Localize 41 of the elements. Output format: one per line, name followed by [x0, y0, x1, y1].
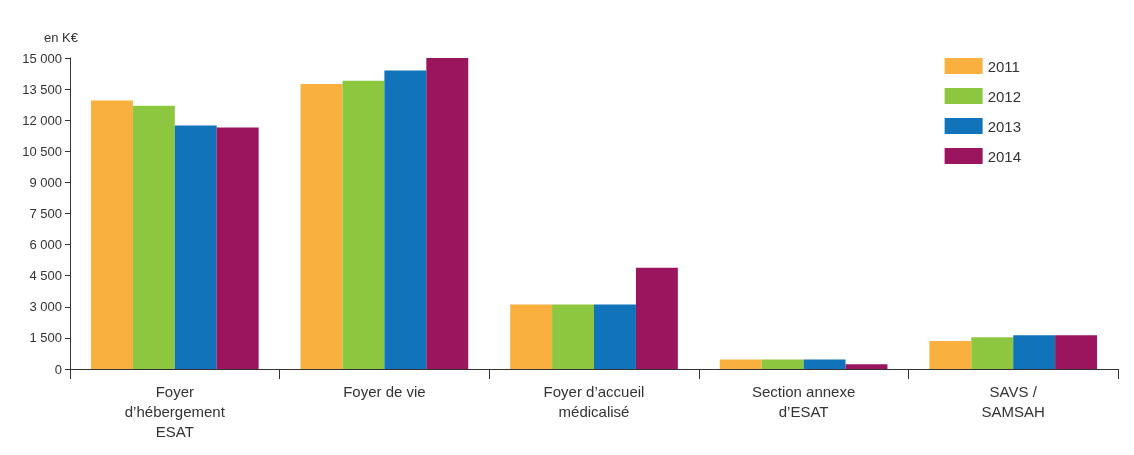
- bar: [90, 100, 133, 369]
- bar: [761, 359, 804, 369]
- bar: [552, 304, 594, 369]
- bar: [803, 359, 846, 369]
- y-tick-label: 7 500: [29, 206, 62, 221]
- x-tick-label: SAVS / SAMSAH: [981, 382, 1045, 420]
- y-tick-label: 1 500: [29, 330, 62, 346]
- x-tick-label: Foyer de vie: [343, 382, 426, 400]
- legend-label: 2013: [987, 117, 1022, 135]
- bar: [426, 58, 469, 369]
- bar: [510, 304, 553, 369]
- bar: [216, 127, 259, 369]
- legend-label: 2014: [987, 147, 1022, 165]
- bar: [174, 125, 217, 369]
- x-tick-label: Section annexe d’ESAT: [751, 382, 856, 420]
- bar: [845, 364, 888, 369]
- bar: [1055, 335, 1098, 369]
- bar: [132, 105, 175, 369]
- y-tick-label: 0: [54, 361, 62, 377]
- y-tick-label: 3 000: [29, 299, 62, 315]
- y-tick-label: 4 500: [29, 268, 62, 284]
- legend-label: 2011: [987, 57, 1020, 75]
- bar: [971, 337, 1014, 369]
- y-tick-label: 6 000: [29, 237, 62, 253]
- y-tick-label: 9 000: [29, 174, 62, 190]
- bar: [342, 80, 385, 369]
- y-tick-label: 12 000: [22, 112, 62, 128]
- y-tick-label: 10 500: [22, 143, 62, 159]
- x-tick-label: Foyer d’hébergement ESAT: [124, 382, 226, 440]
- bar: [929, 341, 972, 369]
- bar: [719, 359, 762, 369]
- bar: [384, 70, 427, 369]
- x-tick-label: Foyer d’accueil médicalisé: [543, 382, 645, 420]
- bar: [635, 267, 678, 369]
- y-tick-label: 15 000: [22, 50, 62, 66]
- legend-label: 2012: [987, 87, 1022, 105]
- bar: [1013, 335, 1056, 369]
- bar: [300, 83, 343, 369]
- bar: [594, 304, 636, 369]
- y-axis-title: en K€: [44, 30, 79, 45]
- y-tick-label: 13 500: [22, 81, 62, 97]
